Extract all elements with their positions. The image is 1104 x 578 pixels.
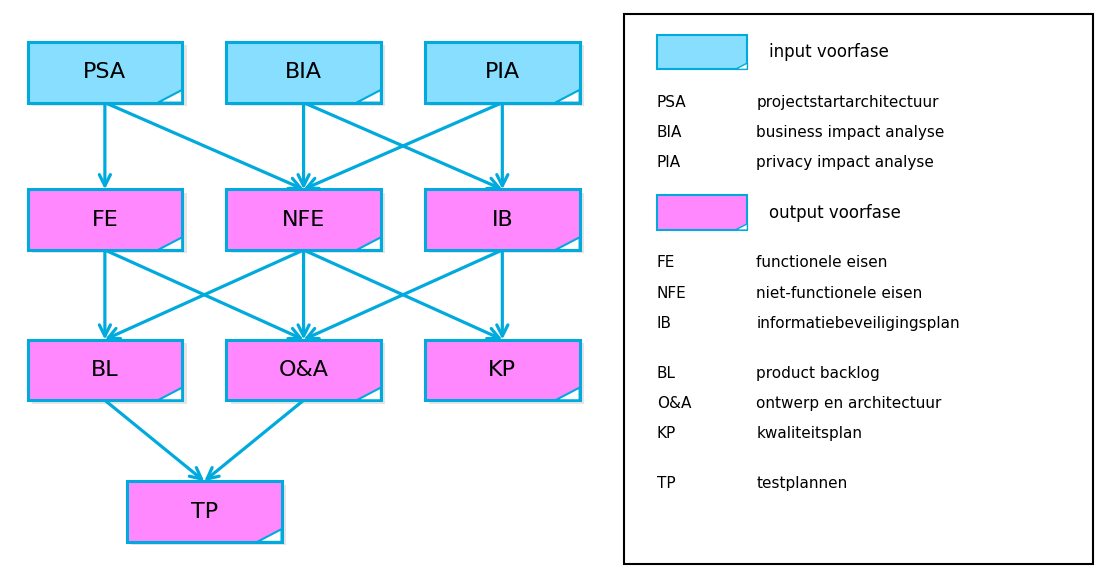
Text: KP: KP bbox=[657, 426, 676, 441]
Polygon shape bbox=[158, 387, 182, 400]
FancyBboxPatch shape bbox=[231, 343, 385, 403]
Polygon shape bbox=[357, 237, 381, 250]
Text: KP: KP bbox=[488, 360, 517, 380]
Text: FE: FE bbox=[92, 210, 118, 229]
FancyBboxPatch shape bbox=[226, 42, 381, 102]
Text: functionele eisen: functionele eisen bbox=[756, 255, 888, 271]
Text: BIA: BIA bbox=[285, 62, 322, 82]
Text: kwaliteitsplan: kwaliteitsplan bbox=[756, 426, 862, 441]
FancyBboxPatch shape bbox=[127, 481, 282, 542]
FancyBboxPatch shape bbox=[429, 193, 584, 253]
Text: FE: FE bbox=[657, 255, 676, 271]
FancyBboxPatch shape bbox=[226, 190, 381, 250]
Polygon shape bbox=[257, 529, 282, 542]
Text: projectstartarchitectuur: projectstartarchitectuur bbox=[756, 95, 938, 110]
FancyBboxPatch shape bbox=[425, 42, 580, 102]
Text: PIA: PIA bbox=[657, 155, 681, 170]
FancyBboxPatch shape bbox=[32, 46, 187, 106]
Text: privacy impact analyse: privacy impact analyse bbox=[756, 155, 934, 170]
FancyBboxPatch shape bbox=[657, 35, 747, 69]
Text: O&A: O&A bbox=[278, 360, 329, 380]
Text: input voorfase: input voorfase bbox=[769, 43, 890, 61]
Polygon shape bbox=[158, 90, 182, 102]
FancyBboxPatch shape bbox=[425, 190, 580, 250]
Text: BL: BL bbox=[657, 366, 676, 381]
FancyBboxPatch shape bbox=[131, 484, 286, 546]
Text: O&A: O&A bbox=[657, 396, 691, 411]
FancyBboxPatch shape bbox=[28, 42, 182, 102]
FancyBboxPatch shape bbox=[32, 343, 187, 403]
Text: IB: IB bbox=[491, 210, 513, 229]
FancyBboxPatch shape bbox=[429, 46, 584, 106]
Text: PSA: PSA bbox=[83, 62, 127, 82]
Text: PIA: PIA bbox=[485, 62, 520, 82]
Text: informatiebeveiligingsplan: informatiebeveiligingsplan bbox=[756, 316, 959, 331]
Text: TP: TP bbox=[191, 502, 217, 521]
FancyBboxPatch shape bbox=[231, 46, 385, 106]
Text: TP: TP bbox=[657, 476, 676, 491]
Polygon shape bbox=[555, 387, 580, 400]
Text: PSA: PSA bbox=[657, 95, 687, 110]
Polygon shape bbox=[357, 387, 381, 400]
Polygon shape bbox=[555, 90, 580, 102]
Text: BL: BL bbox=[91, 360, 119, 380]
Polygon shape bbox=[357, 90, 381, 102]
Text: business impact analyse: business impact analyse bbox=[756, 125, 945, 140]
FancyBboxPatch shape bbox=[657, 195, 747, 230]
FancyBboxPatch shape bbox=[28, 190, 182, 250]
Text: output voorfase: output voorfase bbox=[769, 203, 901, 222]
Polygon shape bbox=[555, 237, 580, 250]
FancyBboxPatch shape bbox=[231, 193, 385, 253]
Text: IB: IB bbox=[657, 316, 672, 331]
Text: NFE: NFE bbox=[282, 210, 326, 229]
FancyBboxPatch shape bbox=[28, 340, 182, 400]
Text: ontwerp en architectuur: ontwerp en architectuur bbox=[756, 396, 942, 411]
Polygon shape bbox=[735, 224, 747, 230]
Text: BIA: BIA bbox=[657, 125, 682, 140]
Text: NFE: NFE bbox=[657, 286, 687, 301]
Polygon shape bbox=[735, 63, 747, 69]
Polygon shape bbox=[158, 237, 182, 250]
FancyBboxPatch shape bbox=[226, 340, 381, 400]
FancyBboxPatch shape bbox=[425, 340, 580, 400]
Text: niet-functionele eisen: niet-functionele eisen bbox=[756, 286, 923, 301]
Text: testplannen: testplannen bbox=[756, 476, 848, 491]
FancyBboxPatch shape bbox=[429, 343, 584, 403]
FancyBboxPatch shape bbox=[32, 193, 187, 253]
FancyBboxPatch shape bbox=[624, 14, 1093, 564]
Text: product backlog: product backlog bbox=[756, 366, 880, 381]
